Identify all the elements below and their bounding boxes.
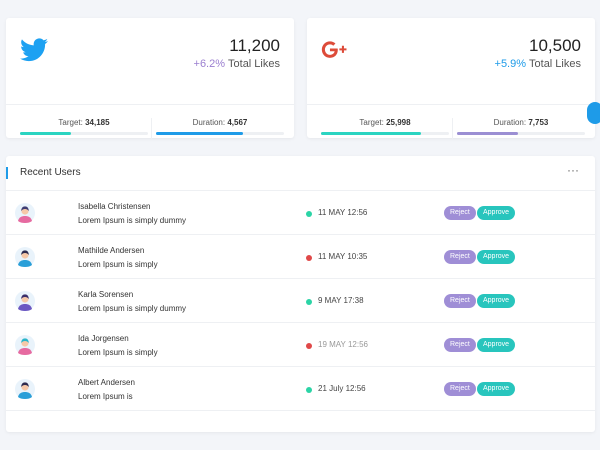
status-dot	[306, 255, 312, 261]
approve-button[interactable]: Approve	[477, 206, 516, 220]
duration-progress-fill	[156, 132, 244, 135]
user-name: Karla Sorensen	[78, 290, 134, 299]
twitter-likes-change: +6.2% Total Likes	[194, 58, 280, 70]
twitter-likes-value: 11,200	[229, 36, 280, 55]
user-name: Albert Andersen	[78, 378, 135, 387]
twitter-change-percent: +6.2%	[193, 58, 226, 70]
user-date: 21 July 12:56	[318, 384, 366, 393]
reject-button[interactable]: Reject	[444, 294, 476, 308]
duration-label: Duration:	[493, 118, 527, 127]
user-description: Lorem Ipsum is simply	[78, 260, 158, 269]
status-dot	[306, 387, 312, 393]
table-row: Ida Jorgensen Lorem Ipsum is simply 19 M…	[6, 323, 595, 367]
target-progress-fill	[321, 132, 421, 135]
user-description: Lorem Ipsum is simply dummy	[78, 304, 187, 313]
twitter-change-label: Total Likes	[228, 58, 280, 70]
google-likes-value: 10,500	[529, 36, 581, 55]
google-target-metric: Target: 25,998	[321, 118, 449, 135]
stat-divider	[6, 104, 294, 105]
more-horizontal-icon[interactable]: ···	[567, 163, 579, 177]
reject-button[interactable]: Reject	[444, 206, 476, 220]
approve-button[interactable]: Approve	[477, 250, 516, 264]
duration-progress-fill	[457, 132, 519, 135]
metric-separator	[452, 118, 453, 140]
user-name: Isabella Christensen	[78, 202, 151, 211]
recent-users-card: Recent Users ··· Isabella Christensen Lo…	[6, 156, 595, 432]
recent-users-header: Recent Users ···	[6, 156, 595, 191]
user-date: 11 MAY 10:35	[318, 252, 368, 261]
google-plus-icon	[321, 41, 347, 58]
approve-button[interactable]: Approve	[477, 382, 516, 396]
duration-value: 7,753	[528, 118, 549, 127]
twitter-stat-card: 11,200 +6.2% Total Likes Target: 34,185 D…	[6, 18, 294, 140]
user-date: 9 MAY 17:38	[318, 296, 364, 305]
user-description: Lorem Ipsum is	[78, 392, 133, 401]
twitter-icon	[20, 38, 48, 62]
reject-button[interactable]: Reject	[444, 338, 476, 352]
user-description: Lorem Ipsum is simply dummy	[78, 216, 187, 225]
reject-button[interactable]: Reject	[444, 250, 476, 264]
table-row: Mathilde Andersen Lorem Ipsum is simply …	[6, 235, 595, 279]
twitter-target-metric: Target: 34,185	[20, 118, 148, 135]
google-likes-change: +5.9% Total Likes	[495, 58, 581, 70]
approve-button[interactable]: Approve	[477, 294, 516, 308]
header-accent-bar	[6, 167, 8, 179]
google-plus-stat-card: 10,500 +5.9% Total Likes Target: 25,998 D…	[307, 18, 600, 140]
table-row: Albert Andersen Lorem Ipsum is 21 July 1…	[6, 367, 595, 411]
google-duration-metric: Duration: 7,753	[457, 118, 585, 135]
target-progress-fill	[20, 132, 72, 135]
user-name: Ida Jorgensen	[78, 334, 129, 343]
metric-separator	[151, 118, 152, 140]
user-description: Lorem Ipsum is simply	[78, 348, 158, 357]
user-date: 19 MAY 12:56	[318, 340, 368, 349]
status-dot	[306, 343, 312, 349]
target-progress-bar	[20, 132, 148, 135]
target-value: 25,998	[386, 118, 411, 127]
avatar	[15, 335, 35, 355]
avatar	[15, 291, 35, 311]
duration-progress-bar	[156, 132, 284, 135]
user-name: Mathilde Andersen	[78, 246, 145, 255]
target-progress-bar	[321, 132, 449, 135]
approve-button[interactable]: Approve	[477, 338, 516, 352]
avatar	[15, 247, 35, 267]
status-dot	[306, 299, 312, 305]
table-row: Isabella Christensen Lorem Ipsum is simp…	[6, 191, 595, 235]
duration-progress-bar	[457, 132, 585, 135]
table-row: Karla Sorensen Lorem Ipsum is simply dum…	[6, 279, 595, 323]
google-change-percent: +5.9%	[494, 58, 527, 70]
user-date: 11 MAY 12:56	[318, 208, 368, 217]
twitter-duration-metric: Duration: 4,567	[156, 118, 284, 135]
stat-divider	[307, 104, 595, 105]
recent-users-title: Recent Users	[20, 167, 81, 178]
recent-users-list: Isabella Christensen Lorem Ipsum is simp…	[6, 191, 595, 411]
google-change-label: Total Likes	[529, 58, 581, 70]
target-label: Target:	[359, 118, 384, 127]
target-value: 34,185	[85, 118, 110, 127]
reject-button[interactable]: Reject	[444, 382, 476, 396]
target-label: Target:	[58, 118, 83, 127]
side-panel-toggle[interactable]	[587, 102, 600, 124]
avatar	[15, 203, 35, 223]
duration-label: Duration:	[192, 118, 226, 127]
status-dot	[306, 211, 312, 217]
duration-value: 4,567	[227, 118, 248, 127]
avatar	[15, 379, 35, 399]
